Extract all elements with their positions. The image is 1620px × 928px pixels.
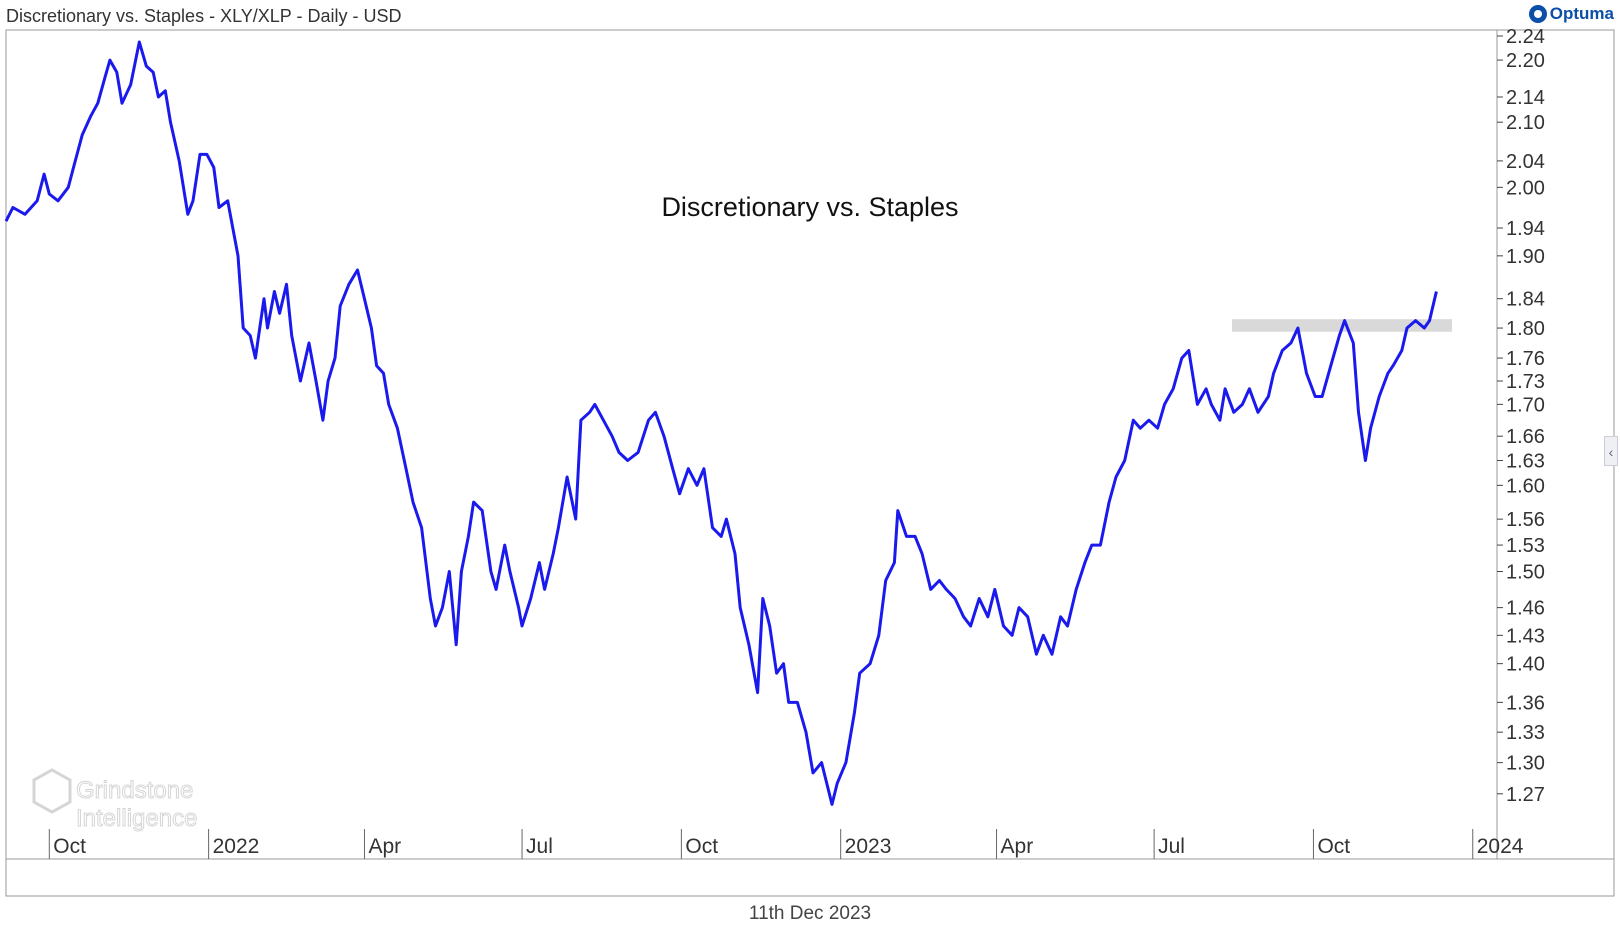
series-line-xly-xlp (4, 40, 1438, 806)
y-tick-label: 1.70 (1506, 394, 1545, 416)
grindstone-watermark: Grindstone Intelligence (32, 768, 198, 833)
optuma-logo-text: Optuma (1549, 4, 1614, 23)
y-tick-label: 1.30 (1506, 753, 1545, 775)
y-tick-label: 1.27 (1506, 784, 1545, 806)
x-tick-label: Jul (526, 835, 553, 858)
y-tick-label: 1.40 (1506, 654, 1545, 676)
y-tick-label: 2.14 (1506, 87, 1545, 109)
y-tick-label: 1.33 (1506, 722, 1545, 744)
x-tick-label: Jul (1158, 835, 1185, 858)
y-tick-label: 1.60 (1506, 475, 1545, 497)
watermark-line1: Grindstone (76, 777, 193, 804)
y-tick-label: 2.20 (1506, 50, 1545, 72)
y-tick-label: 2.04 (1506, 151, 1545, 173)
x-tick-label: 2024 (1477, 835, 1524, 858)
y-tick-label: 1.36 (1506, 692, 1545, 714)
y-tick-label: 1.80 (1506, 318, 1545, 340)
y-tick-label: 1.53 (1506, 535, 1545, 557)
y-tick-label: 2.00 (1506, 177, 1545, 199)
y-tick-label: 2.10 (1506, 112, 1545, 134)
x-tick-label: 2022 (213, 835, 260, 858)
y-tick-label: 1.94 (1506, 218, 1545, 240)
footer-date: 11th Dec 2023 (748, 903, 872, 924)
y-tick-label: 1.46 (1506, 598, 1545, 620)
y-tick-label: 1.76 (1506, 348, 1545, 370)
y-tick-label: 1.84 (1506, 289, 1545, 311)
grindstone-hex-icon (32, 768, 72, 814)
chart-title: Discretionary vs. Staples (661, 192, 958, 222)
y-tick-label: 2.24 (1506, 26, 1545, 48)
y-tick-label: 1.73 (1506, 371, 1545, 393)
x-tick-label: Apr (1001, 835, 1034, 858)
watermark-line2: Intelligence (76, 805, 197, 832)
x-axis-ticks: Oct 2022 Apr Jul Oct 2023 Apr Jul Oct 2024 (48, 829, 1524, 859)
x-tick-label: Oct (685, 835, 718, 858)
chart-header-title: Discretionary vs. Staples - XLY/XLP - Da… (6, 6, 402, 26)
optuma-logo: Optuma (1528, 4, 1614, 24)
x-tick-label: Oct (53, 835, 86, 858)
x-tick-label: Oct (1317, 835, 1350, 858)
optuma-logo-icon (1528, 5, 1547, 23)
y-tick-label: 1.90 (1506, 246, 1545, 268)
collapse-panel-handle[interactable]: ‹ (1604, 436, 1618, 466)
x-tick-label: 2023 (845, 835, 892, 858)
y-tick-label: 1.66 (1506, 426, 1545, 448)
y-axis-ticks: 2.242.20 2.14 2.10 2.04 2.00 1.94 1.90 1.84 1.80… (1497, 26, 1545, 806)
x-tick-label: Apr (368, 835, 401, 858)
y-tick-label: 1.56 (1506, 509, 1545, 531)
y-tick-label: 1.63 (1506, 451, 1545, 473)
y-tick-label: 1.43 (1506, 625, 1545, 647)
y-tick-label: 1.50 (1506, 562, 1545, 584)
